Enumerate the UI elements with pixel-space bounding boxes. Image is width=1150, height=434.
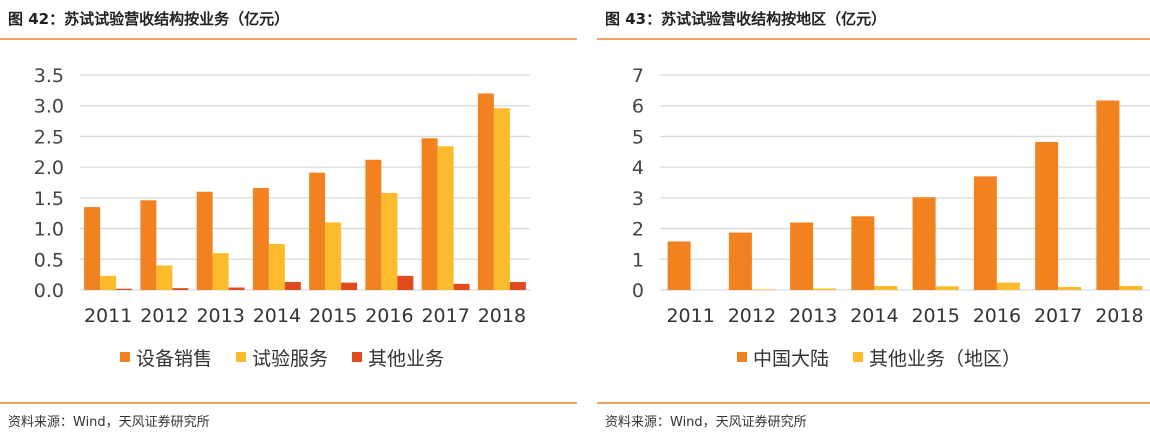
x-tick-label: 2012 (140, 305, 188, 327)
bar-中国大陆-2015 (912, 197, 936, 290)
legend-swatch (236, 352, 247, 362)
bar-设备销售-2012 (140, 200, 157, 290)
bar-其他业务-2015 (341, 282, 358, 290)
bar-其他业务-2018 (509, 282, 526, 290)
x-tick-label: 2011 (84, 305, 132, 327)
y-tick-label: 0.5 (34, 249, 64, 271)
y-tick-label: 1.5 (34, 188, 64, 210)
y-tick-label: 1.0 (34, 219, 64, 241)
legend-swatch (352, 352, 363, 362)
bar-中国大陆-2012 (728, 232, 752, 290)
divider (0, 402, 577, 404)
y-tick-label: 2.0 (34, 157, 64, 179)
legend-label: 其他业务 (368, 348, 444, 370)
bar-其他业务（地区）-2012 (751, 289, 775, 290)
legend-swatch (853, 352, 864, 362)
bar-设备销售-2011 (84, 207, 101, 290)
bar-试验服务-2012 (156, 265, 173, 290)
bar-中国大陆-2014 (851, 216, 875, 290)
source-note: 资料来源：Wind，天风证券研究所 (8, 415, 210, 430)
bar-其他业务（地区）-2016 (996, 282, 1020, 290)
bar-其他业务（地区）-2018 (1119, 286, 1143, 290)
legend-label: 中国大陆 (753, 348, 829, 370)
bar-其他业务-2016 (397, 275, 414, 290)
bar-设备销售-2015 (309, 172, 326, 290)
bar-试验服务-2015 (325, 222, 342, 290)
y-tick-label: 5 (632, 126, 644, 148)
x-tick-label: 2014 (850, 305, 898, 327)
y-tick-label: 0 (632, 280, 644, 302)
x-tick-label: 2015 (309, 305, 357, 327)
y-tick-label: 1 (632, 249, 644, 271)
x-tick-label: 2011 (666, 305, 714, 327)
y-tick-label: 2.5 (34, 126, 64, 148)
legend-swatch (737, 352, 747, 362)
bar-其他业务（地区）-2014 (874, 286, 898, 290)
bar-中国大陆-2016 (973, 176, 997, 290)
bar-其他业务-2014 (284, 282, 301, 290)
bar-其他业务（地区）-2015 (935, 286, 959, 290)
bar-设备销售-2016 (365, 159, 382, 290)
bar-其他业务-2011 (116, 288, 133, 290)
bar-试验服务-2013 (212, 253, 229, 290)
chart-panel-business: 图 42：苏试试验营收结构按业务（亿元） 0.0 0.5 1.0 1.5 2.0 2.5 3… (0, 10, 577, 430)
x-tick-label: 2012 (728, 305, 776, 327)
bar-其他业务-2013 (228, 287, 245, 290)
legend-label: 其他业务（地区） (869, 348, 1021, 370)
y-tick-label: 6 (632, 96, 644, 118)
divider (597, 38, 1150, 40)
bar-设备销售-2013 (196, 191, 213, 290)
bar-试验服务-2016 (381, 192, 398, 290)
chart-title: 图 42：苏试试验营收结构按业务（亿元） (8, 10, 290, 28)
bar-试验服务-2011 (100, 275, 117, 290)
x-tick-label: 2018 (478, 305, 526, 327)
x-tick-label: 2017 (421, 305, 469, 327)
legend-label: 试验服务 (252, 348, 328, 370)
bar-试验服务-2017 (437, 146, 454, 290)
bar-设备销售-2014 (252, 188, 269, 290)
bar-试验服务-2014 (268, 243, 285, 290)
bar-其他业务（地区）-2017 (1058, 286, 1082, 290)
y-tick-label: 3.5 (34, 65, 64, 87)
chart-panel-region: 图 43：苏试试验营收结构按地区（亿元） 0 1 2 3 4 5 6 7 2011 2012 201… (597, 0, 1150, 434)
divider (0, 38, 577, 40)
y-tick-label: 3.0 (34, 96, 64, 118)
x-tick-label: 2015 (911, 305, 959, 327)
source-note: 资料来源：Wind，天风证券研究所 (605, 415, 807, 430)
x-tick-label: 2016 (973, 305, 1021, 327)
bar-中国大陆-2017 (1035, 141, 1059, 290)
y-tick-label: 3 (632, 188, 644, 210)
x-tick-label: 2017 (1034, 305, 1082, 327)
bar-中国大陆-2018 (1096, 100, 1120, 290)
bar-其他业务-2017 (453, 283, 470, 290)
bar-试验服务-2018 (493, 108, 510, 291)
bar-chart-business: 0.0 0.5 1.0 1.5 2.0 2.5 3.0 3.5 2011 2012 2013 2014… (34, 65, 530, 370)
x-tick-label: 2018 (1095, 305, 1143, 327)
x-tick-label: 2014 (253, 305, 301, 327)
x-tick-label: 2013 (196, 305, 244, 327)
bar-chart-region: 0 1 2 3 4 5 6 7 2011 2012 2013 2014 2015 2016 2017 2018… (632, 65, 1150, 370)
y-tick-label: 4 (632, 157, 644, 179)
bar-其他业务（地区）-2013 (813, 288, 837, 290)
y-tick-label: 7 (632, 65, 644, 87)
chart-title: 图 43：苏试试验营收结构按地区（亿元） (605, 10, 887, 28)
bar-其他业务-2012 (172, 288, 189, 290)
bar-中国大陆-2013 (790, 222, 814, 290)
bar-设备销售-2018 (477, 93, 494, 290)
y-tick-label: 2 (632, 219, 644, 241)
legend-swatch (120, 352, 130, 362)
x-tick-label: 2013 (789, 305, 837, 327)
bar-设备销售-2017 (421, 138, 438, 290)
x-tick-label: 2016 (365, 305, 413, 327)
y-tick-label: 0.0 (34, 280, 64, 302)
divider (597, 402, 1150, 404)
bar-中国大陆-2011 (667, 241, 691, 290)
legend-label: 设备销售 (136, 348, 212, 370)
